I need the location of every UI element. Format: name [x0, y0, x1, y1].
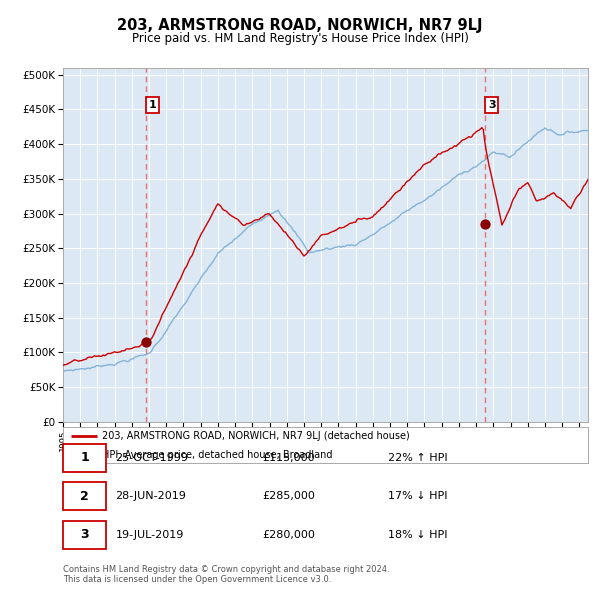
FancyBboxPatch shape: [63, 520, 106, 549]
Text: 17% ↓ HPI: 17% ↓ HPI: [389, 491, 448, 501]
Text: 203, ARMSTRONG ROAD, NORWICH, NR7 9LJ: 203, ARMSTRONG ROAD, NORWICH, NR7 9LJ: [117, 18, 483, 33]
Text: 19-JUL-2019: 19-JUL-2019: [115, 530, 184, 539]
Text: 22% ↑ HPI: 22% ↑ HPI: [389, 453, 448, 463]
Text: 203, ARMSTRONG ROAD, NORWICH, NR7 9LJ (detached house): 203, ARMSTRONG ROAD, NORWICH, NR7 9LJ (d…: [103, 431, 410, 441]
FancyBboxPatch shape: [63, 444, 106, 472]
Point: [141, 337, 151, 347]
Text: HPI: Average price, detached house, Broadland: HPI: Average price, detached house, Broa…: [103, 450, 333, 460]
Text: This data is licensed under the Open Government Licence v3.0.: This data is licensed under the Open Gov…: [63, 575, 331, 584]
Text: 28-JUN-2019: 28-JUN-2019: [115, 491, 187, 501]
Text: £115,000: £115,000: [263, 453, 315, 463]
Text: 1: 1: [149, 100, 156, 110]
Text: Price paid vs. HM Land Registry's House Price Index (HPI): Price paid vs. HM Land Registry's House …: [131, 32, 469, 45]
Text: 2: 2: [80, 490, 89, 503]
Text: Contains HM Land Registry data © Crown copyright and database right 2024.: Contains HM Land Registry data © Crown c…: [63, 565, 389, 575]
Text: £280,000: £280,000: [263, 530, 316, 539]
Text: 25-OCT-1999: 25-OCT-1999: [115, 453, 188, 463]
Text: 18% ↓ HPI: 18% ↓ HPI: [389, 530, 448, 539]
Text: 3: 3: [488, 100, 496, 110]
Text: £285,000: £285,000: [263, 491, 316, 501]
Text: 3: 3: [80, 528, 89, 541]
Point: [480, 219, 490, 229]
FancyBboxPatch shape: [63, 482, 106, 510]
Text: 1: 1: [80, 451, 89, 464]
